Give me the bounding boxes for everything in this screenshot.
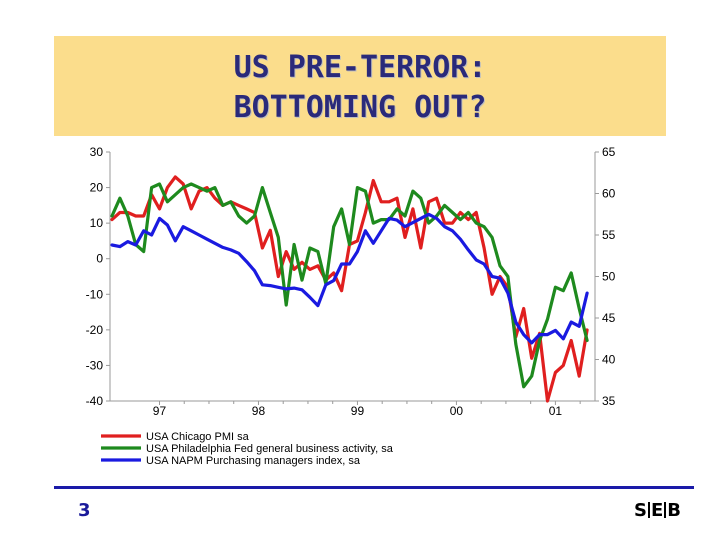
legend-label-philly-fed: USA Philadelphia Fed general business ac… xyxy=(146,443,394,455)
left-y-tick-label: -40 xyxy=(86,394,104,408)
right-y-tick-label: 35 xyxy=(602,394,616,408)
left-y-tick-label: -30 xyxy=(86,358,104,372)
x-tick-label: 00 xyxy=(450,404,464,418)
title-banner: US PRE-TERROR: BOTTOMING OUT? xyxy=(54,36,666,136)
right-y-tick-label: 55 xyxy=(602,228,616,242)
left-y-tick-label: 0 xyxy=(96,252,103,266)
left-y-tick-label: 30 xyxy=(90,145,104,159)
series-line-chicago-pmi xyxy=(110,175,589,403)
right-y-tick-label: 50 xyxy=(602,270,616,284)
chart-series xyxy=(110,175,589,403)
x-tick-label: 99 xyxy=(351,404,365,418)
chart-axes: 30 20 10 0 -10 -20 -30 -40 65 60 55 50 45 40 35 97 98 99 0… xyxy=(86,145,616,418)
left-y-tick-label: -10 xyxy=(86,287,104,301)
right-y-tick-label: 45 xyxy=(602,311,616,325)
legend-label-chicago-pmi: USA Chicago PMI sa xyxy=(146,431,250,443)
left-y-tick-label: 10 xyxy=(90,216,104,230)
page-number: 3 xyxy=(78,500,91,521)
logo-letter-e: E xyxy=(650,500,664,521)
slide-title-line-1: US PRE-TERROR: xyxy=(233,50,487,85)
right-y-tick-label: 40 xyxy=(602,353,616,367)
logo-letter-b: B xyxy=(667,500,681,521)
logo-letter-s: S xyxy=(634,500,647,521)
x-tick-label: 98 xyxy=(252,404,266,418)
x-tick-label: 97 xyxy=(153,404,167,418)
series-line-philly-fed xyxy=(110,182,589,389)
x-tick-label: 01 xyxy=(549,404,563,418)
series-line-napm-pmi xyxy=(110,212,589,345)
logo-divider xyxy=(664,502,667,518)
right-y-tick-label: 65 xyxy=(602,145,616,159)
left-y-tick-label: -20 xyxy=(86,323,104,337)
footer-divider xyxy=(54,486,694,489)
legend-label-napm-pmi: USA NAPM Purchasing managers index, sa xyxy=(146,455,361,467)
left-y-tick-label: 20 xyxy=(90,181,104,195)
logo-divider xyxy=(647,502,650,518)
right-y-tick-label: 60 xyxy=(602,187,616,201)
slide-title-line-2: BOTTOMING OUT? xyxy=(233,90,487,125)
